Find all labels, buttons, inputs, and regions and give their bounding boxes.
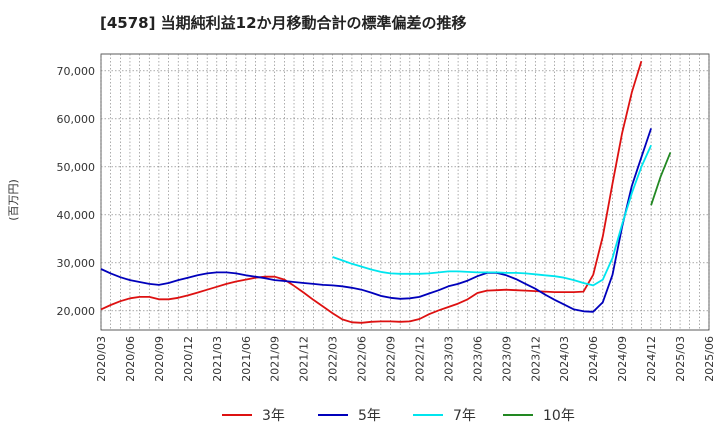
legend-label: 3年 <box>262 408 285 424</box>
y-tick-label: 70,000 <box>57 65 96 78</box>
x-tick-label: 2025/06 <box>703 336 716 382</box>
x-tick-label: 2023/12 <box>529 336 542 382</box>
x-tick-label: 2021/06 <box>240 336 253 382</box>
x-tick-label: 2022/12 <box>413 336 426 382</box>
legend-label: 10年 <box>543 408 575 424</box>
legend-item: 3年 <box>222 404 285 426</box>
x-tick-label: 2024/06 <box>587 336 600 382</box>
x-tick-label: 2020/03 <box>95 336 108 382</box>
series-line-2 <box>100 128 652 313</box>
chart-title: [4578] 当期純利益12か月移動合計の標準偏差の推移 <box>100 14 467 32</box>
legend-label: 7年 <box>453 408 476 424</box>
series-line-3 <box>332 144 652 287</box>
x-tick-label: 2025/03 <box>674 336 687 382</box>
series-line-1 <box>100 60 643 324</box>
legend-swatch <box>222 414 252 416</box>
x-tick-label: 2023/03 <box>442 336 455 382</box>
legend: 3年 5年 7年 10年 <box>0 404 720 426</box>
plot-area <box>100 53 710 331</box>
x-tick-label: 2024/12 <box>645 336 658 382</box>
legend-item: 10年 <box>503 404 575 426</box>
x-tick-label: 2022/06 <box>356 336 369 382</box>
y-tick-label: 60,000 <box>57 113 96 126</box>
y-tick-label: 20,000 <box>57 305 96 318</box>
y-tick-label: 50,000 <box>57 161 96 174</box>
x-tick-label: 2021/03 <box>211 336 224 382</box>
legend-item: 5年 <box>318 404 381 426</box>
legend-swatch <box>318 414 348 416</box>
x-tick-label: 2022/09 <box>385 336 398 382</box>
legend-item: 7年 <box>413 404 476 426</box>
x-tick-label: 2020/09 <box>153 336 166 382</box>
y-tick-label: 40,000 <box>57 209 96 222</box>
x-tick-label: 2020/12 <box>182 336 195 382</box>
x-tick-label: 2023/06 <box>471 336 484 382</box>
x-tick-label: 2024/09 <box>616 336 629 382</box>
series-line-4 <box>650 152 672 206</box>
x-tick-label: 2021/09 <box>269 336 282 382</box>
x-tick-label: 2021/12 <box>298 336 311 382</box>
x-tick-label: 2022/03 <box>327 336 340 382</box>
x-tick-label: 2024/03 <box>558 336 571 382</box>
y-axis-label: (百万円) <box>7 179 20 221</box>
y-tick-label: 30,000 <box>57 257 96 270</box>
legend-swatch <box>413 414 443 416</box>
x-tick-label: 2023/09 <box>500 336 513 382</box>
legend-swatch <box>503 414 533 416</box>
legend-label: 5年 <box>358 408 381 424</box>
x-tick-label: 2020/06 <box>124 336 137 382</box>
